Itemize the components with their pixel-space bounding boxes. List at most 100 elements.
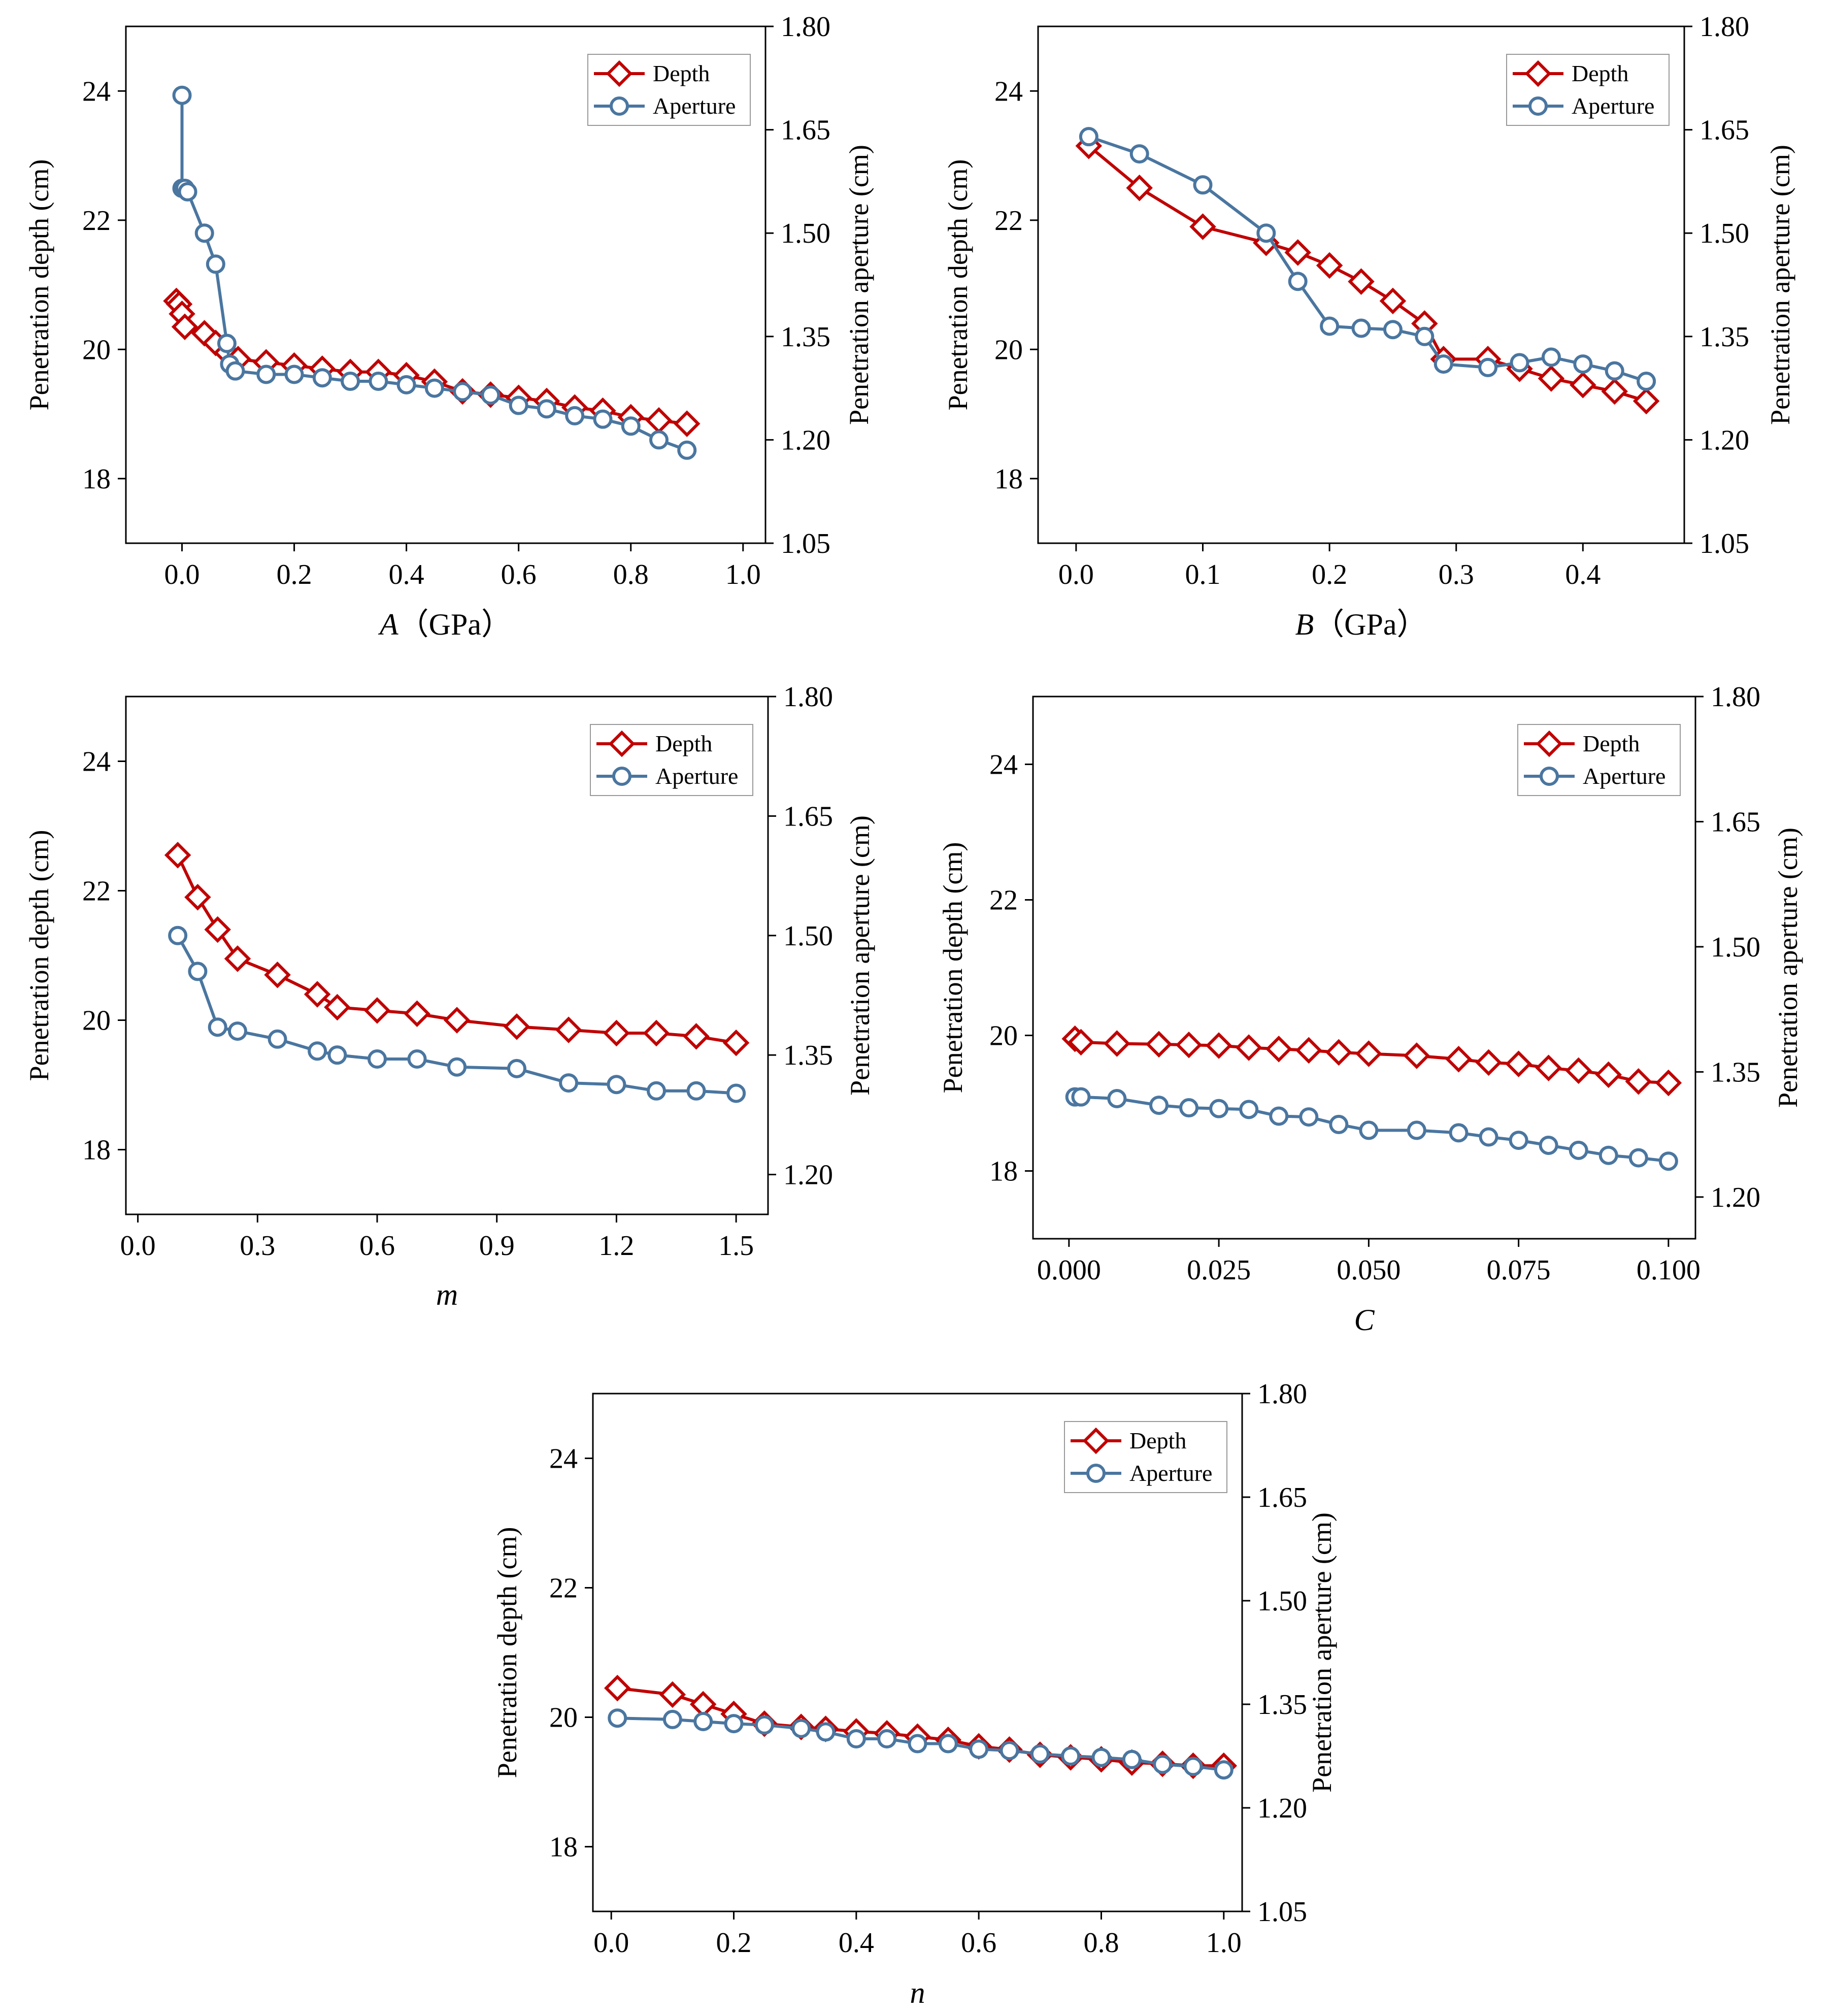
y2-axis-label: Penetration aperture (cm) — [1307, 1512, 1337, 1793]
data-point-depth — [1570, 371, 1596, 399]
data-point-aperture — [754, 1715, 774, 1735]
data-point-depth — [503, 1013, 530, 1040]
plot-frame — [125, 696, 769, 1215]
y2-tick-label: 1.35 — [1699, 321, 1749, 353]
data-point-aperture — [1269, 1106, 1289, 1126]
data-point-aperture — [1658, 1151, 1678, 1171]
data-point-depth — [604, 1674, 631, 1702]
data-point-aperture — [256, 365, 276, 384]
x-tick-label: 0.0 — [1058, 559, 1094, 590]
data-point-aperture — [1510, 353, 1529, 373]
y2-tick-label: 1.05 — [1257, 1896, 1307, 1928]
y2-tick-label: 1.35 — [781, 321, 830, 353]
data-point-aperture — [816, 1722, 836, 1742]
y-axis-label: Penetration depth (cm) — [943, 159, 973, 411]
data-point-aperture — [1383, 320, 1403, 340]
x-tick-label: 0.4 — [839, 1927, 874, 1959]
x-tick-label: 0.6 — [359, 1230, 395, 1262]
plot-frame — [125, 25, 766, 544]
data-point-aperture — [647, 1081, 666, 1101]
data-point-aperture — [1061, 1746, 1081, 1766]
y-tick-label: 24 — [549, 1443, 578, 1475]
legend-marker-aperture — [610, 96, 629, 116]
y2-tick-label: 1.50 — [783, 920, 833, 952]
legend-marker-depth — [1524, 60, 1552, 87]
data-point-depth — [1265, 1035, 1292, 1063]
legend-label-depth: Depth — [655, 731, 712, 756]
data-point-aperture — [1079, 127, 1098, 147]
data-point-aperture — [621, 416, 641, 436]
x-tick-label: 0.000 — [1037, 1254, 1101, 1286]
data-point-depth — [404, 1000, 430, 1027]
y-tick-label: 24 — [989, 749, 1018, 781]
x-axis-label: m — [436, 1278, 458, 1311]
y2-tick-label: 1.20 — [1711, 1182, 1760, 1213]
plot-frame — [1032, 696, 1696, 1240]
y2-tick-label: 1.50 — [781, 218, 830, 249]
y2-tick-label: 1.65 — [783, 801, 833, 832]
y2-axis-label: Penetration aperture (cm) — [844, 145, 874, 425]
data-point-aperture — [537, 399, 556, 419]
x-tick-label: 1.2 — [598, 1230, 634, 1262]
series-line-aperture — [1088, 135, 1647, 383]
y2-tick-label: 1.65 — [1711, 806, 1760, 838]
x-tick-label: 0.9 — [479, 1230, 515, 1262]
y-tick-label: 22 — [82, 876, 111, 907]
chart-panel-C: 0.000 0.025 0.050 0.075 0.100 18 20 22 24 1.20 1.3… — [938, 681, 1803, 1337]
legend-marker-aperture — [612, 767, 631, 786]
data-point-aperture — [225, 361, 245, 381]
series-line-depth — [176, 854, 737, 1045]
y2-tick-label: 1.80 — [1699, 11, 1749, 43]
data-point-depth — [1325, 1039, 1352, 1066]
data-point-aperture — [208, 1017, 227, 1037]
data-point-depth — [1348, 268, 1375, 295]
data-point-aperture — [507, 1059, 526, 1078]
y-axis-label: Penetration depth (cm) — [24, 159, 54, 411]
data-point-aperture — [308, 1041, 327, 1061]
series-line-aperture — [176, 935, 737, 1095]
legend-label-depth: Depth — [1129, 1428, 1186, 1453]
legend-marker-depth — [608, 730, 636, 757]
data-point-depth — [1625, 1068, 1652, 1095]
data-point-depth — [1538, 365, 1565, 392]
data-point-depth — [1189, 213, 1216, 240]
x-tick-label: 0.0 — [120, 1230, 156, 1262]
data-point-aperture — [908, 1734, 927, 1754]
x-tick-label: 0.6 — [961, 1927, 996, 1959]
data-point-depth — [1403, 1042, 1430, 1069]
data-point-aperture — [686, 1081, 706, 1101]
y2-axis-label: Penetration aperture (cm) — [845, 815, 875, 1096]
x-tick-label: 0.3 — [240, 1230, 275, 1262]
x-tick-label: 0.1 — [1185, 559, 1220, 590]
data-point-aperture — [268, 1029, 287, 1049]
data-point-aperture — [1183, 1757, 1203, 1776]
data-point-depth — [164, 842, 191, 869]
data-point-aperture — [1449, 1123, 1469, 1143]
data-point-aperture — [1239, 1100, 1259, 1119]
chart-panel-A: 0.0 0.2 0.4 0.6 0.8 1.0 18 20 22 24 1.05 1.20 1.35 1.… — [24, 11, 874, 641]
y-tick-label: 24 — [994, 76, 1023, 107]
data-point-aperture — [1071, 1087, 1091, 1107]
x-axis-label: B（GPa） — [1295, 608, 1427, 641]
y-axis-label: Penetration depth (cm) — [938, 842, 968, 1094]
y-tick-label: 18 — [994, 464, 1023, 495]
x-tick-label: 0.8 — [1083, 1927, 1119, 1959]
x-axis-symbol: B — [1295, 608, 1314, 641]
x-axis-symbol: A — [378, 608, 398, 641]
data-point-depth — [674, 410, 701, 437]
data-point-aperture — [846, 1729, 866, 1748]
x-axis-unit: （GPa） — [398, 608, 512, 641]
data-point-aperture — [1539, 1135, 1558, 1155]
data-point-aperture — [369, 372, 388, 391]
legend-label-aperture: Aperture — [655, 763, 738, 789]
legend-label-aperture: Aperture — [1572, 93, 1654, 119]
data-point-aperture — [1179, 1098, 1199, 1118]
data-point-aperture — [217, 334, 237, 353]
y-axis-label: Penetration depth (cm) — [24, 830, 54, 1081]
y2-tick-label: 1.35 — [1257, 1689, 1307, 1721]
legend-label-aperture: Aperture — [653, 93, 736, 119]
y2-axis-label: Penetration aperture (cm) — [1773, 828, 1803, 1108]
data-point-depth — [171, 313, 198, 340]
data-point-depth — [1355, 1040, 1382, 1067]
chart-panel-m: 0.0 0.3 0.6 0.9 1.2 1.5 18 20 22 24 1.20 1.35 1.50 1.… — [24, 681, 875, 1311]
